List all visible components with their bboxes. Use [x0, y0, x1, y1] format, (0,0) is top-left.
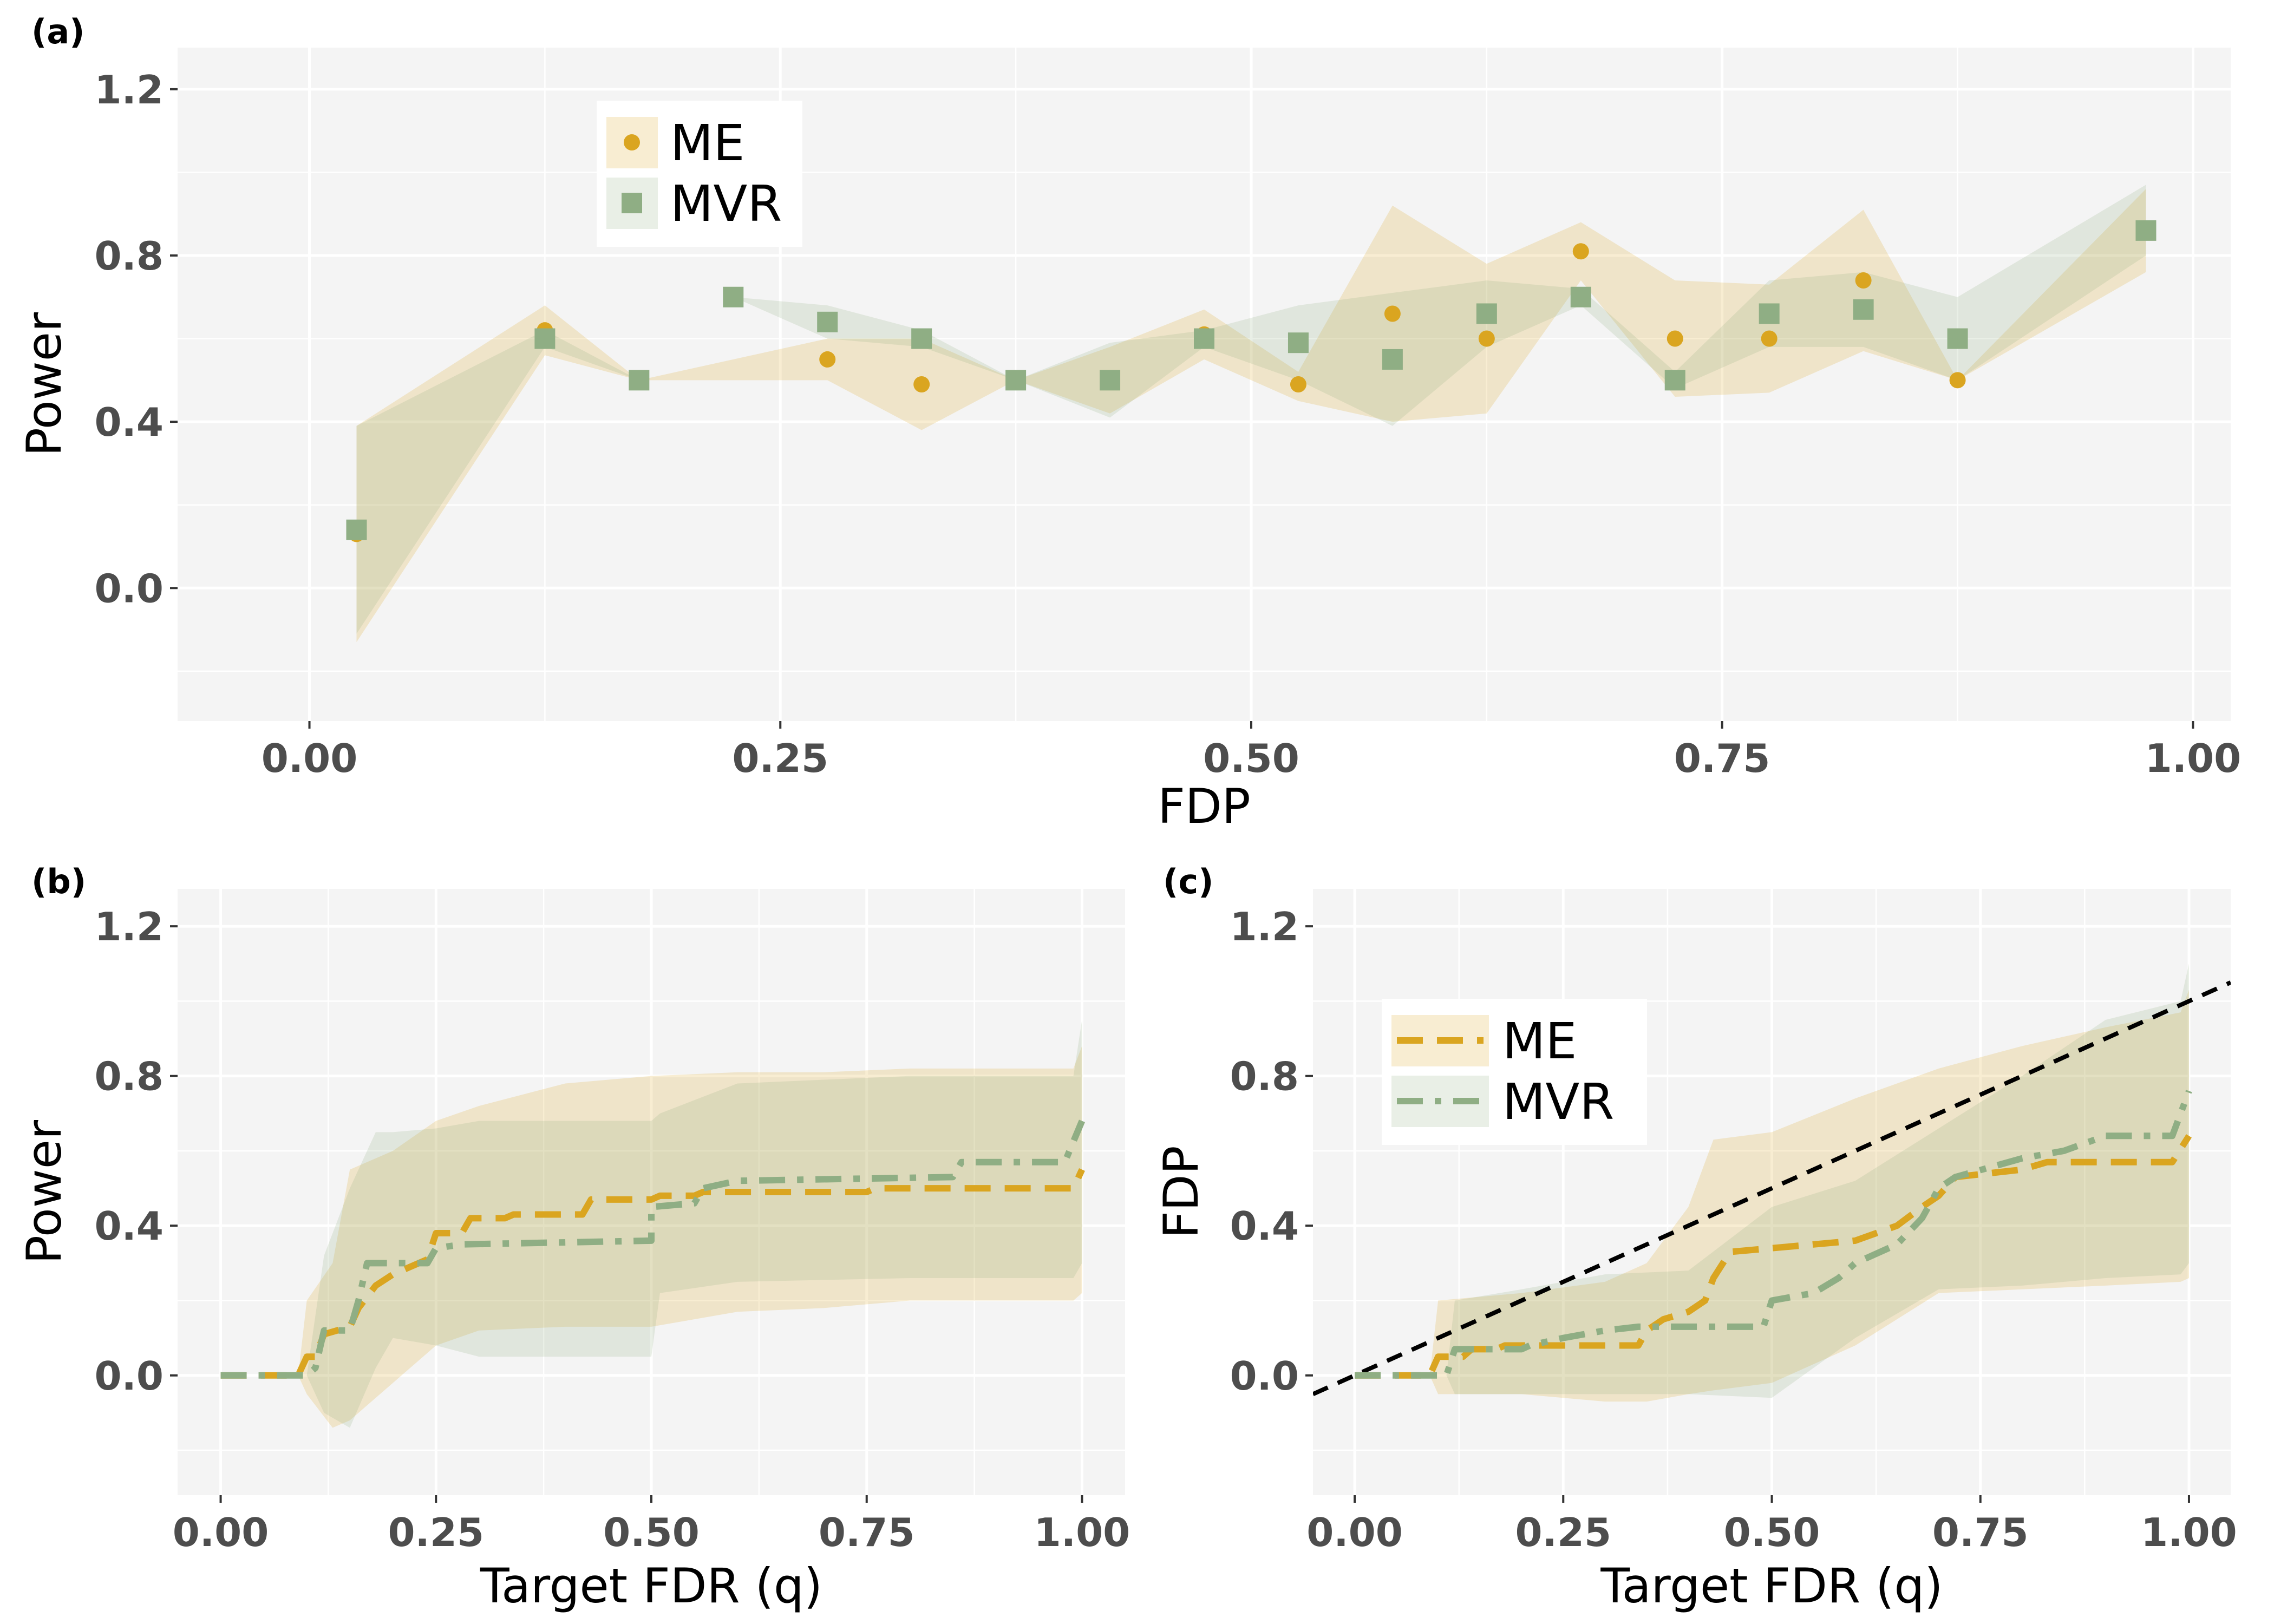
x-tick-label: 0.50	[603, 1510, 700, 1555]
plot-data-layer	[1313, 964, 2231, 1402]
x-tick-label: 1.00	[2145, 736, 2242, 781]
band-me	[356, 189, 2146, 643]
data-point-mvr	[1664, 370, 1685, 391]
data-point-mvr	[1947, 328, 1968, 349]
x-tick-label: 0.50	[1724, 1510, 1820, 1555]
series-line-mvr	[1355, 1090, 2192, 1379]
y-tick-label: 0.4	[94, 400, 164, 445]
x-tick-label: 0.75	[1932, 1510, 2029, 1555]
legend-label-me: ME	[1502, 1012, 1577, 1070]
y-tick-label: 0.0	[1230, 1353, 1299, 1399]
data-point-mvr	[1288, 332, 1309, 353]
data-point-me	[1667, 330, 1683, 347]
data-point-mvr	[1476, 303, 1497, 324]
x-tick-label: 0.75	[1674, 736, 1770, 781]
y-tick-label: 0.0	[94, 566, 164, 611]
data-point-mvr	[2135, 220, 2157, 241]
x-tick-label: 1.00	[1034, 1510, 1131, 1555]
legend-box	[1382, 999, 1647, 1145]
panel-tag: (a)	[31, 12, 85, 51]
x-tick-label: 0.50	[1203, 736, 1299, 781]
x-tick-label: 0.25	[732, 736, 828, 781]
legend-label-mvr: MVR	[670, 175, 782, 233]
y-tick-label: 0.8	[1230, 1054, 1299, 1099]
panel-c: 0.00 0.25 0.50 0.75 1.00 0.0 0.4 0.8 1.2 (c) Targe…	[1153, 862, 2237, 1614]
reference-line	[1313, 980, 2231, 1396]
data-point-me	[1949, 372, 1966, 389]
data-point-me	[1855, 272, 1872, 289]
legend-marker-me	[624, 134, 640, 150]
panel-a: 0.00 0.25 0.50 0.75 1.00 0.0 0.4 0.8 1.2(a) FDP Po…	[16, 12, 2241, 834]
x-tick-label: 0.00	[262, 736, 358, 781]
panel-b: 0.00 0.25 0.50 0.75 1.00 0.0 0.4 0.8 1.2(b) Targe…	[16, 862, 1130, 1614]
plot-background	[178, 48, 2231, 721]
y-tick-label: 0.8	[94, 233, 164, 279]
x-axis-title: Target FDR (q)	[480, 1558, 822, 1614]
data-point-mvr	[629, 370, 650, 391]
x-tick-label: 0.25	[1515, 1510, 1611, 1555]
data-point-mvr	[1005, 370, 1027, 391]
legend-marker-mvr	[622, 193, 642, 213]
x-axis-title: Target FDR (q)	[1600, 1558, 1943, 1614]
data-point-me	[1290, 376, 1306, 392]
x-tick-label: 1.00	[2141, 1510, 2237, 1555]
y-axis-title: Power	[16, 1119, 72, 1264]
legend-label-me: ME	[670, 114, 745, 172]
band-mvr	[220, 1019, 1082, 1428]
data-point-mvr	[534, 328, 556, 349]
data-point-mvr	[911, 328, 932, 349]
y-tick-label: 0.4	[94, 1203, 164, 1249]
data-point-mvr	[346, 519, 367, 540]
x-tick-label: 0.75	[819, 1510, 915, 1555]
y-axis-title: FDP	[1153, 1145, 1209, 1238]
y-tick-label: 1.2	[1230, 904, 1299, 949]
data-point-me	[1572, 243, 1589, 260]
data-point-me	[1761, 330, 1778, 347]
x-axis-title: FDP	[1158, 778, 1250, 834]
legend-box	[597, 101, 802, 247]
y-tick-label: 0.4	[1230, 1203, 1299, 1249]
data-point-me	[819, 351, 836, 368]
data-point-me	[913, 376, 930, 392]
data-point-mvr	[1759, 303, 1780, 324]
plot-data-layer	[220, 1019, 1085, 1428]
y-tick-label: 1.2	[94, 904, 164, 949]
x-tick-label: 0.00	[1306, 1510, 1403, 1555]
band-mvr	[1355, 964, 2189, 1398]
data-point-mvr	[1194, 328, 1214, 349]
series-line-me	[220, 1168, 1085, 1379]
y-tick-label: 0.8	[94, 1054, 164, 1099]
panel-tag: (c)	[1163, 862, 1213, 901]
x-tick-label: 0.00	[173, 1510, 269, 1555]
series-line-mvr	[220, 1119, 1085, 1379]
y-tick-label: 1.2	[94, 67, 164, 113]
data-point-me	[1384, 305, 1401, 322]
panel-tag: (b)	[31, 862, 86, 901]
data-point-mvr	[723, 286, 744, 307]
data-point-mvr	[817, 311, 838, 332]
plot-data-layer	[346, 185, 2157, 643]
x-tick-label: 0.25	[388, 1510, 484, 1555]
legend-label-mvr: MVR	[1502, 1073, 1614, 1131]
data-point-mvr	[1382, 349, 1403, 370]
y-axis-title: Power	[16, 312, 72, 456]
y-tick-label: 0.0	[94, 1353, 164, 1399]
data-point-mvr	[1570, 286, 1591, 307]
data-point-mvr	[1100, 370, 1121, 391]
data-point-me	[1478, 330, 1495, 347]
data-point-mvr	[1853, 299, 1874, 320]
